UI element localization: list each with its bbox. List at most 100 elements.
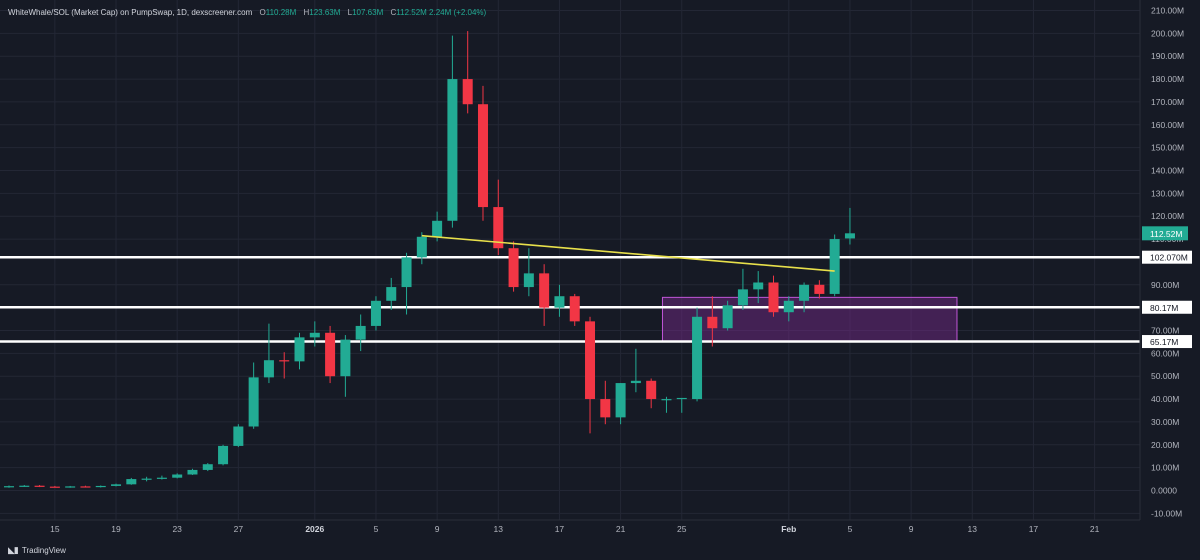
candle (111, 483, 122, 487)
level-price-label: 80.17M (1150, 303, 1178, 313)
candle-body (432, 220, 443, 237)
candle (722, 300, 733, 331)
price-tick-label: 70.00M (1151, 326, 1179, 336)
candle (49, 485, 60, 488)
open-value: 110.28M (265, 8, 297, 17)
trendline-line (421, 234, 835, 272)
candle (539, 264, 550, 326)
candle (187, 468, 198, 475)
price-tick-label: 30.00M (1151, 417, 1179, 427)
price-axis[interactable]: 210.00M 200.00M 190.00M 180.00M 170.00M 160.0… (1139, 0, 1200, 540)
price-tick-label: 140.00M (1151, 166, 1184, 176)
time-tick-label: 27 (234, 524, 244, 534)
candle (126, 477, 137, 485)
time-tick-label: 9 (909, 524, 914, 534)
candle-body (707, 316, 718, 329)
brand-label: TradingView (21, 546, 66, 555)
candle-body (646, 380, 657, 400)
candle (263, 323, 274, 384)
candle (172, 473, 183, 479)
candle (615, 383, 626, 425)
time-axis[interactable]: 15 19 23 27 2026 5 9 13 17 21 25 Feb 5 9 13 17 21 (0, 519, 1200, 540)
candle-body (829, 239, 840, 294)
time-tick-label: 21 (616, 524, 626, 534)
tradingview-footer[interactable]: ◣▮ TradingView (8, 545, 66, 556)
price-tick-label: 200.00M (1151, 28, 1184, 38)
candle (477, 85, 488, 221)
time-tick-label: 21 (1090, 524, 1100, 534)
candle-body (218, 445, 229, 465)
low-value: 107.63M (352, 8, 384, 17)
price-tick-label: -10.00M (1151, 508, 1182, 518)
candle (646, 378, 657, 409)
candle (19, 485, 30, 487)
price-tick-label: 120.00M (1151, 211, 1184, 221)
candle-body (783, 300, 794, 313)
candle-body (722, 305, 733, 329)
candle-body (768, 282, 779, 313)
candle (661, 396, 672, 413)
price-tick-label: 40.00M (1151, 394, 1179, 404)
candle (753, 271, 764, 304)
close-label: C (390, 8, 397, 17)
price-tick-label: 150.00M (1151, 143, 1184, 153)
candle-body (477, 104, 488, 208)
price-tick-label: 60.00M (1151, 348, 1179, 358)
candle (554, 284, 565, 317)
change-value: 2.24M (+2.04%) (429, 8, 487, 17)
candle-body (294, 337, 305, 362)
price-axis-bg (1140, 0, 1200, 540)
candle (799, 282, 810, 313)
candle (156, 475, 167, 480)
level-price-label-bg (1142, 335, 1192, 349)
candle-body (416, 236, 427, 258)
time-tick-label: 17 (555, 524, 565, 534)
candles (4, 31, 855, 488)
open-label: O (259, 8, 266, 17)
candle (325, 325, 336, 384)
candle-body (141, 478, 152, 480)
candle-body (156, 477, 167, 479)
level-price-label: 65.17M (1150, 337, 1178, 347)
low-label: L (347, 8, 353, 17)
candle (585, 316, 596, 434)
price-tick-label: 160.00M (1151, 120, 1184, 130)
high-value: 123.63M (309, 8, 341, 17)
candle-body (600, 399, 611, 418)
candle (569, 293, 580, 326)
price-tick-label: 10.00M (1151, 463, 1179, 473)
candle (370, 296, 381, 331)
candle (4, 485, 14, 488)
time-tick-label: 5 (848, 524, 853, 534)
candle-body (447, 79, 458, 221)
candle (355, 314, 366, 352)
candle (294, 332, 305, 370)
candle (692, 307, 703, 402)
candle-body (615, 383, 626, 418)
price-tick-label: 190.00M (1151, 51, 1184, 61)
chart-legend: WhiteWhale/SOL (Market Cap) on PumpSwap,… (8, 8, 486, 17)
candle (783, 296, 794, 322)
high-label: H (303, 8, 310, 17)
candle (248, 362, 259, 429)
grid (0, 0, 1140, 520)
time-tick-label: 9 (435, 524, 440, 534)
candle (65, 485, 76, 488)
candle-body (202, 464, 213, 470)
candle-body (309, 332, 320, 338)
candle (508, 241, 519, 292)
candle (95, 485, 106, 488)
candle (386, 277, 397, 310)
candle-body (279, 360, 290, 362)
candle (676, 397, 687, 413)
price-tick-label: 90.00M (1151, 280, 1179, 290)
candle (493, 179, 504, 256)
candle-body (508, 248, 519, 288)
time-tick-label: 13 (968, 524, 978, 534)
candle-body (370, 300, 381, 326)
candle-body (753, 282, 764, 290)
candle (401, 252, 412, 315)
candle-body (493, 207, 504, 249)
time-axis-bg (0, 520, 1200, 540)
